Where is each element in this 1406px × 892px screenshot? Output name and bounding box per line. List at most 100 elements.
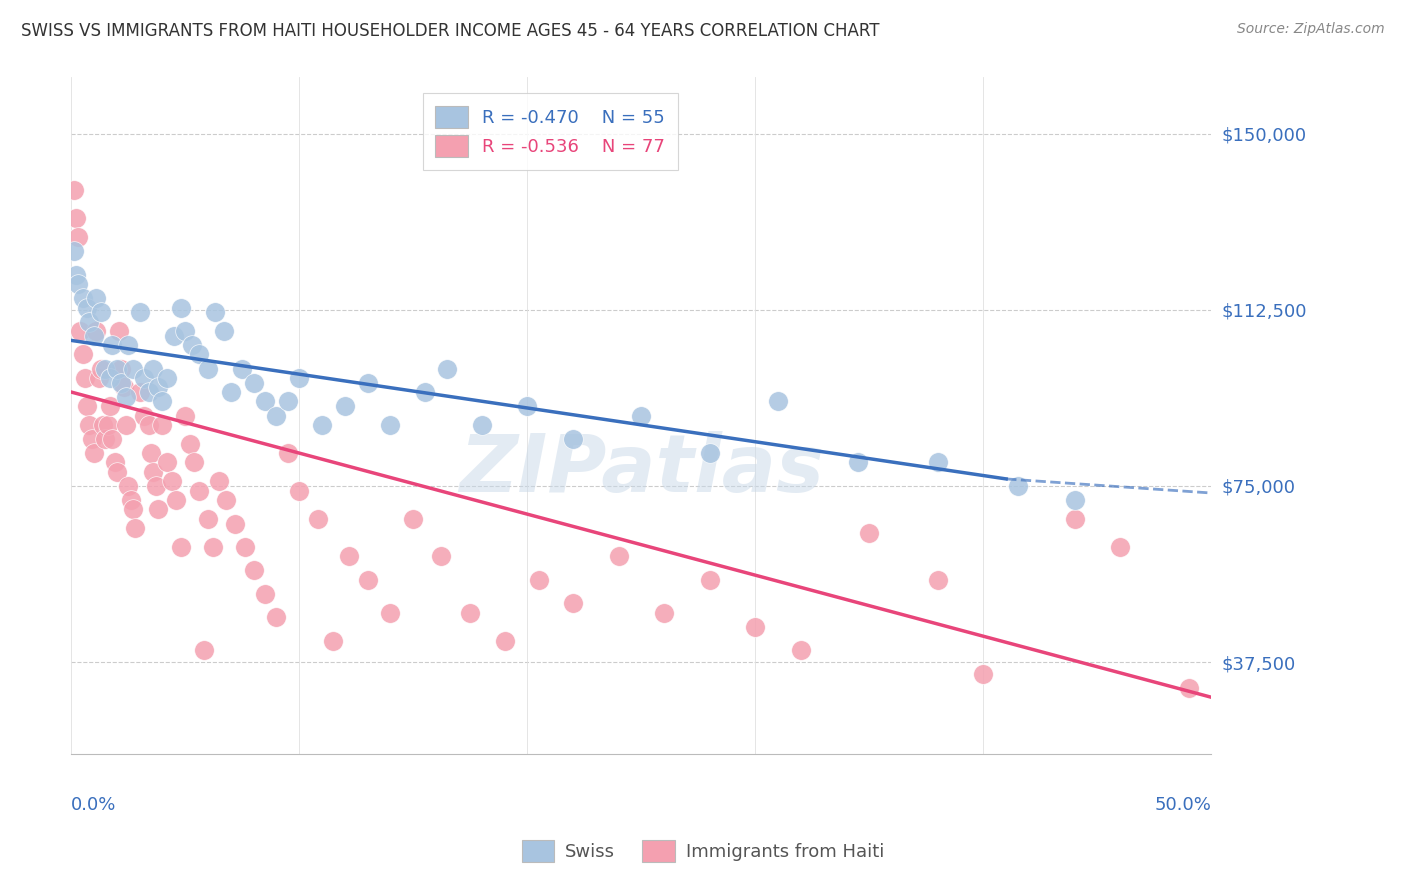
Point: [277, 394, 299, 409]
Point: [112, 380, 135, 394]
Point: [744, 620, 766, 634]
Point: [277, 446, 299, 460]
Point: [179, 436, 201, 450]
Point: [201, 540, 224, 554]
Point: [165, 493, 187, 508]
Point: [65, 268, 87, 282]
Point: [124, 521, 146, 535]
Point: [91, 417, 114, 432]
Point: [458, 606, 481, 620]
Point: [699, 446, 721, 460]
Point: [115, 417, 138, 432]
Point: [83, 328, 105, 343]
Point: [561, 432, 583, 446]
Point: [846, 455, 869, 469]
Point: [266, 610, 288, 624]
Point: [254, 587, 277, 601]
Point: [65, 211, 87, 226]
Point: [128, 385, 150, 400]
Point: [142, 361, 165, 376]
Legend: Swiss, Immigrants from Haiti: Swiss, Immigrants from Haiti: [515, 833, 891, 870]
Point: [212, 324, 235, 338]
Point: [108, 324, 131, 338]
Point: [219, 385, 242, 400]
Point: [193, 643, 215, 657]
Point: [103, 455, 125, 469]
Point: [67, 277, 90, 291]
Point: [307, 512, 329, 526]
Point: [429, 549, 451, 564]
Point: [174, 409, 197, 423]
Point: [436, 361, 458, 376]
Point: [90, 305, 112, 319]
Point: [120, 493, 142, 508]
Point: [266, 409, 288, 423]
Point: [231, 361, 253, 376]
Point: [972, 666, 994, 681]
Point: [187, 483, 209, 498]
Point: [494, 634, 516, 648]
Point: [402, 512, 425, 526]
Point: [163, 328, 186, 343]
Point: [94, 361, 117, 376]
Point: [76, 399, 98, 413]
Point: [79, 315, 101, 329]
Point: [311, 417, 333, 432]
Point: [471, 417, 494, 432]
Point: [288, 483, 311, 498]
Point: [380, 417, 402, 432]
Point: [73, 371, 96, 385]
Point: [98, 371, 121, 385]
Point: [101, 338, 124, 352]
Point: [1109, 540, 1132, 554]
Point: [67, 230, 90, 244]
Point: [134, 371, 156, 385]
Point: [858, 525, 880, 540]
Point: [139, 446, 162, 460]
Point: [233, 540, 256, 554]
Point: [170, 540, 193, 554]
Point: [110, 376, 132, 390]
Point: [1063, 512, 1085, 526]
Point: [80, 432, 103, 446]
Text: 0.0%: 0.0%: [72, 796, 117, 814]
Point: [152, 417, 174, 432]
Point: [62, 183, 84, 197]
Text: SWISS VS IMMIGRANTS FROM HAITI HOUSEHOLDER INCOME AGES 45 - 64 YEARS CORRELATION: SWISS VS IMMIGRANTS FROM HAITI HOUSEHOLD…: [21, 22, 880, 40]
Point: [242, 564, 264, 578]
Point: [86, 324, 108, 338]
Point: [105, 465, 128, 479]
Text: ZIPatlas: ZIPatlas: [458, 431, 824, 508]
Point: [101, 432, 124, 446]
Point: [197, 361, 219, 376]
Point: [630, 409, 652, 423]
Point: [117, 338, 139, 352]
Legend: R = -0.470    N = 55, R = -0.536    N = 77: R = -0.470 N = 55, R = -0.536 N = 77: [423, 94, 678, 169]
Point: [87, 371, 110, 385]
Point: [86, 291, 108, 305]
Point: [115, 390, 138, 404]
Point: [380, 606, 402, 620]
Point: [69, 324, 91, 338]
Point: [121, 361, 143, 376]
Point: [160, 475, 183, 489]
Point: [224, 516, 246, 531]
Point: [79, 417, 101, 432]
Point: [790, 643, 813, 657]
Point: [174, 324, 197, 338]
Point: [204, 305, 226, 319]
Point: [98, 399, 121, 413]
Point: [208, 475, 231, 489]
Point: [1177, 681, 1199, 695]
Point: [117, 479, 139, 493]
Point: [242, 376, 264, 390]
Text: 50.0%: 50.0%: [1154, 796, 1212, 814]
Point: [927, 455, 949, 469]
Point: [183, 455, 205, 469]
Point: [357, 573, 380, 587]
Point: [90, 361, 112, 376]
Point: [62, 244, 84, 259]
Point: [339, 549, 361, 564]
Point: [215, 493, 238, 508]
Point: [254, 394, 277, 409]
